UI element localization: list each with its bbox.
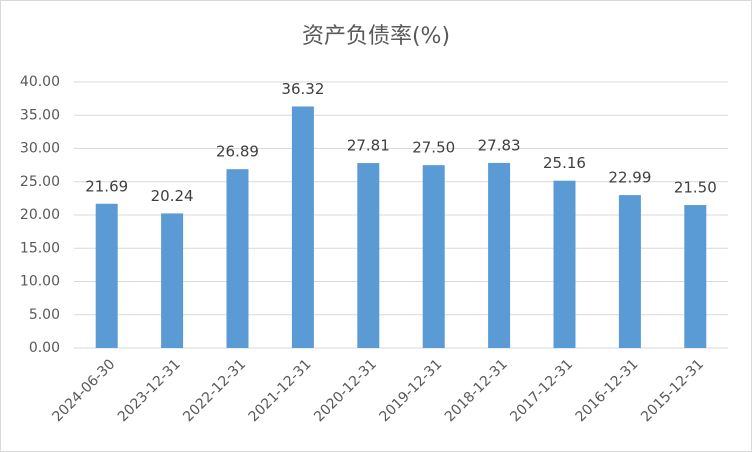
bar bbox=[226, 169, 249, 348]
y-tick-label: 35.00 bbox=[20, 107, 60, 123]
y-tick-label: 15.00 bbox=[20, 240, 60, 256]
bar bbox=[684, 205, 707, 348]
bar bbox=[618, 195, 641, 348]
y-tick-label: 20.00 bbox=[20, 207, 60, 223]
value-label: 21.50 bbox=[674, 179, 717, 197]
value-label: 25.16 bbox=[543, 154, 586, 172]
value-label: 27.81 bbox=[347, 137, 390, 155]
bar bbox=[95, 203, 118, 348]
bar bbox=[553, 180, 576, 348]
y-tick-label: 30.00 bbox=[20, 141, 60, 157]
y-tick-label: 25.00 bbox=[20, 174, 60, 190]
value-label: 27.50 bbox=[412, 139, 455, 157]
chart-title: 资产负债率(%) bbox=[302, 24, 450, 49]
bar bbox=[357, 163, 380, 348]
value-label: 26.89 bbox=[216, 143, 259, 161]
y-tick-label: 10.00 bbox=[20, 274, 60, 290]
y-tick-label: 0.00 bbox=[29, 340, 60, 356]
bar bbox=[422, 165, 445, 348]
bar bbox=[488, 162, 511, 348]
value-label: 36.32 bbox=[281, 80, 324, 98]
y-tick-label: 5.00 bbox=[29, 307, 60, 323]
y-tick-label: 40.00 bbox=[20, 74, 60, 90]
bar bbox=[291, 106, 314, 348]
value-label: 27.83 bbox=[478, 136, 521, 154]
value-label: 20.24 bbox=[151, 187, 194, 205]
value-label: 22.99 bbox=[608, 169, 651, 187]
bar bbox=[161, 213, 184, 348]
value-label: 21.69 bbox=[85, 177, 128, 195]
